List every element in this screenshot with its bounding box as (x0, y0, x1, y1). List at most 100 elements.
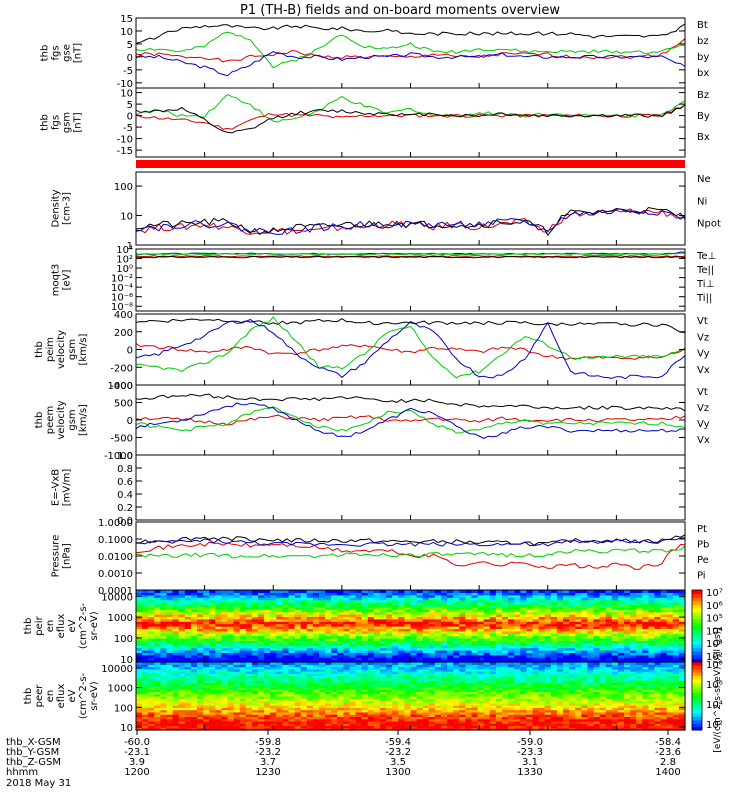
spectrogram-cell (605, 640, 613, 644)
spectrogram-cell (227, 720, 235, 724)
spectrogram-cell (160, 714, 168, 717)
spectrogram-cell (587, 654, 595, 658)
spectrogram-cell (502, 630, 509, 634)
spectrogram-cell (441, 657, 448, 661)
spectrogram-cell (343, 604, 351, 608)
spectrogram-cell (270, 642, 277, 646)
spectrogram-cell (227, 633, 235, 637)
spectrogram-cell (349, 677, 357, 681)
spectrogram-cell (312, 623, 320, 627)
spectrogram-cell (441, 659, 448, 663)
spectrogram-cell (160, 599, 168, 603)
spectrogram-cell (294, 727, 302, 731)
spectrogram-cell (270, 666, 277, 670)
spectrogram-cell (428, 602, 436, 605)
legend-entry: Ne (697, 174, 711, 185)
spectrogram-cell (276, 614, 283, 617)
spectrogram-cell (502, 680, 509, 683)
spectrogram-cell (282, 686, 290, 690)
spectrogram-cell (203, 657, 210, 661)
spectrogram-cell (190, 723, 198, 727)
spectrogram-cell (434, 684, 442, 688)
spectrogram-cell (386, 709, 393, 713)
spectrogram-cell (441, 718, 448, 722)
spectrogram-cell (197, 647, 204, 651)
spectrogram-cell (239, 604, 247, 608)
spectrogram-cell (209, 647, 216, 651)
spectrogram-cell (203, 590, 210, 593)
spectrogram-cell (404, 654, 412, 658)
spectrogram-cell (282, 594, 290, 598)
panel-6: 1.00.80.60.40.20.0E=-VxB [mV/m] (51, 451, 686, 527)
spectrogram-cell (337, 650, 344, 653)
spectrogram-cell (471, 689, 479, 693)
spectrogram-cell (148, 727, 155, 731)
spectrogram-cell (294, 642, 302, 646)
spectrogram-cell (581, 630, 588, 634)
colorbar-segment (692, 622, 702, 627)
spectrogram-cell (209, 621, 216, 625)
spectrogram-cell (276, 662, 283, 665)
spectrogram-cell (203, 652, 210, 656)
spectrogram-cell (636, 602, 643, 605)
spectrogram-cell (380, 698, 387, 702)
spectrogram-cell (483, 691, 491, 695)
spectrogram-cell (495, 602, 503, 605)
spectrogram-cell (386, 666, 393, 670)
spectrogram-cell (325, 664, 332, 668)
spectrogram-cell (526, 645, 534, 649)
spectrogram-cell (367, 638, 375, 641)
spectrogram-cell (355, 691, 363, 695)
spectrogram-cell (386, 664, 393, 668)
spectrogram-cell (386, 671, 393, 674)
spectrogram-cell (611, 621, 619, 625)
spectrogram-cell (331, 599, 338, 603)
spectrogram-cell (678, 611, 686, 615)
spectrogram-cell (666, 594, 674, 598)
spectrogram-cell (270, 693, 277, 697)
spectrogram-cell (532, 645, 540, 649)
spectrogram-cell (404, 727, 412, 731)
spectrogram-cell (642, 630, 649, 634)
spectrogram-cell (331, 691, 338, 695)
spectrogram-cell (209, 693, 216, 697)
spectrogram-cell (428, 599, 436, 603)
spectrogram-cell (453, 680, 460, 683)
spectrogram-cell (203, 686, 210, 690)
spectrogram-cell (672, 602, 680, 605)
spectrogram-cell (239, 691, 247, 695)
spectrogram-cell (672, 590, 680, 593)
spectrogram-cell (410, 680, 418, 683)
spectrogram-cell (361, 720, 369, 724)
spectrogram-cell (306, 630, 314, 634)
spectrogram-cell (184, 623, 192, 627)
spectrogram-cell (373, 662, 381, 665)
spectrogram-cell (386, 707, 393, 711)
spectrogram-cell (300, 673, 308, 677)
spectrogram-cell (410, 657, 418, 661)
spectrogram-cell (197, 664, 204, 668)
spectrogram-cell (227, 716, 235, 720)
spectrogram-cell (489, 684, 497, 688)
spectrogram-cell (331, 659, 338, 663)
spectrogram-cell (245, 659, 253, 663)
spectrogram-cell (471, 590, 479, 593)
spectrogram-cell (325, 666, 332, 670)
spectrogram-cell (630, 650, 637, 653)
spectrogram-cell (520, 664, 527, 668)
spectrogram-cell (373, 668, 381, 672)
spectrogram-cell (636, 609, 643, 613)
spectrogram-cell (465, 714, 473, 717)
spectrogram-cell (489, 720, 497, 724)
spectrogram-cell (441, 592, 448, 596)
spectrogram-cell (550, 614, 558, 617)
spectrogram-cell (331, 686, 338, 690)
spectrogram-cell (312, 698, 320, 702)
spectrogram-cell (221, 592, 229, 596)
spectrogram-cell (264, 652, 271, 656)
spectrogram-cell (465, 633, 473, 637)
legend-entry: Vy (697, 349, 710, 360)
spectrogram-cell (355, 654, 363, 658)
spectrogram-cell (270, 684, 277, 688)
spectrogram-cell (441, 702, 448, 706)
